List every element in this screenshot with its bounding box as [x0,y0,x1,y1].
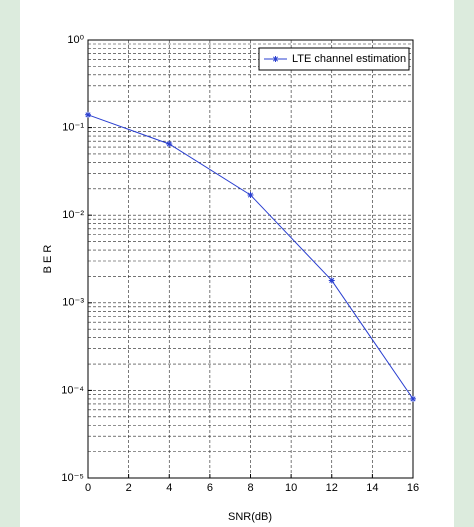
y-tick-label: 10⁻⁵ [61,472,84,484]
x-tick-label: 0 [85,482,91,494]
x-tick-label: 8 [247,482,253,494]
y-tick-label: 10⁰ [67,34,84,46]
x-axis-label: SNR(dB) [228,511,272,523]
x-tick-label: 12 [326,482,338,494]
y-tick-label: 10⁻⁴ [61,384,84,396]
x-tick-label: 6 [207,482,213,494]
marker [328,277,335,284]
x-tick-label: 10 [285,482,297,494]
y-axis-label: B E R [42,245,54,274]
y-tick-label: 10⁻³ [62,297,84,309]
legend-marker [272,56,279,62]
legend-label: LTE channel estimation [292,53,406,65]
y-tick-label: 10⁻² [62,209,84,221]
x-tick-label: 4 [166,482,172,494]
marker [85,111,91,118]
legend-box [258,47,410,71]
x-tick-label: 16 [407,482,419,494]
marker [166,140,173,147]
x-tick-label: 14 [366,482,378,494]
marker [247,192,254,199]
y-tick-label: 10⁻¹ [62,122,84,134]
marker [410,395,416,402]
x-tick-label: 2 [126,482,132,494]
